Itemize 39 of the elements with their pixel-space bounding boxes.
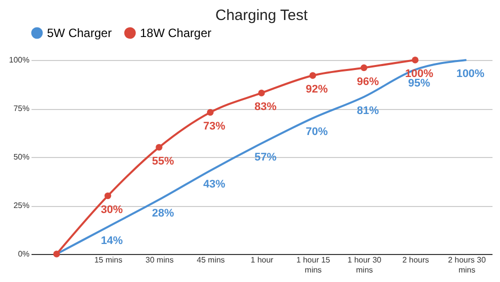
- data-label: 55%: [152, 155, 174, 168]
- y-tick-label: 25%: [13, 201, 30, 210]
- x-tick-label: 1 hour: [250, 256, 274, 264]
- data-label: 28%: [152, 208, 174, 220]
- data-label: 100%: [405, 68, 434, 80]
- y-tick-label: 0%: [18, 250, 30, 258]
- data-label: 57%: [254, 151, 277, 164]
- data-label: 95%: [408, 78, 430, 90]
- point: [104, 192, 112, 200]
- x-tick-label: 1 hour 30 mins: [348, 256, 382, 274]
- data-label: 100%: [456, 68, 485, 80]
- point: [258, 90, 265, 96]
- data-label: 92%: [306, 84, 328, 96]
- data-label: 14%: [100, 234, 124, 247]
- data-label: 83%: [254, 100, 277, 113]
- x-tick-label: 45 mins: [196, 256, 225, 264]
- point: [360, 64, 368, 72]
- x-tick-label: 2 hours 30 mins: [448, 256, 486, 274]
- y-tick-label: 100%: [9, 56, 30, 64]
- x-tick-label: 1 hour 15 mins: [296, 256, 331, 274]
- point: [156, 144, 162, 151]
- data-label: 96%: [356, 76, 380, 88]
- legend-label: 18W Charger: [140, 26, 212, 40]
- legend-label: 5W Charger: [47, 26, 112, 40]
- data-label: 43%: [203, 178, 226, 191]
- y-tick-label: 75%: [13, 104, 30, 113]
- chart-title: Charging Test: [215, 7, 308, 24]
- point: [412, 56, 419, 64]
- y-tick-label: 50%: [13, 152, 30, 162]
- point: [206, 109, 214, 116]
- point: [53, 250, 60, 258]
- x-tick-label: 30 mins: [146, 256, 174, 264]
- data-label: 73%: [203, 120, 226, 132]
- x-tick-label: 15 mins: [94, 256, 122, 264]
- data-label: 70%: [306, 126, 328, 138]
- data-label: 30%: [100, 204, 124, 216]
- data-label: 81%: [356, 104, 380, 117]
- x-tick-label: 2 hours: [402, 256, 430, 264]
- point: [309, 72, 316, 79]
